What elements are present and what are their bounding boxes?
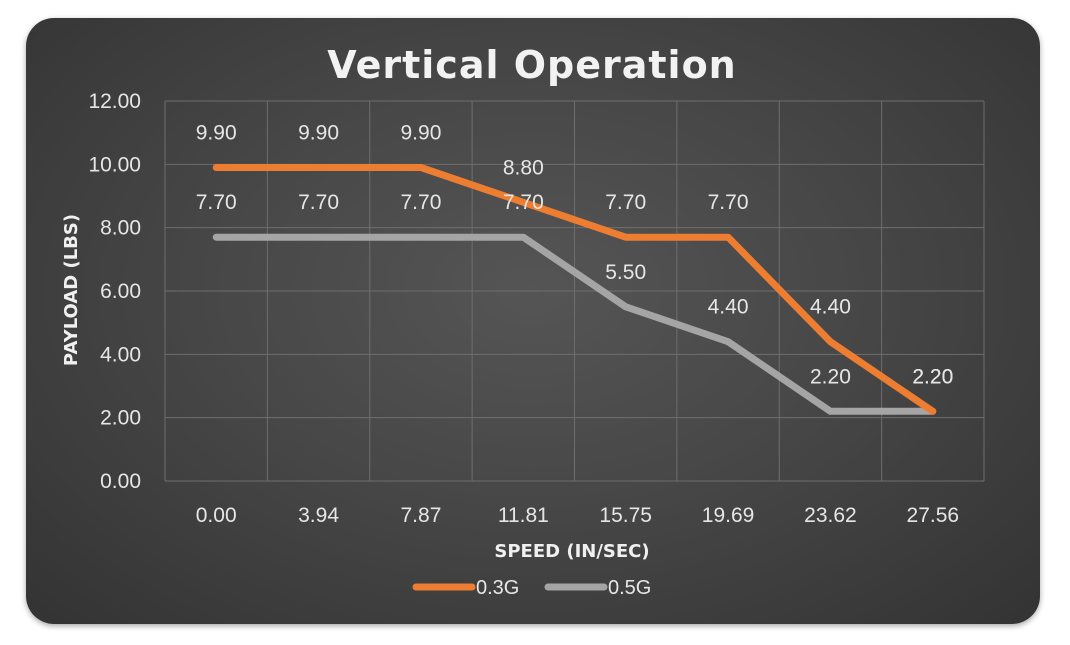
data-label: 9.90 <box>196 122 237 145</box>
x-tick-label: 27.56 <box>907 504 960 527</box>
data-label: 5.50 <box>605 261 646 284</box>
x-tick-label: 11.81 <box>498 504 549 527</box>
y-tick-label: 6.00 <box>100 280 141 303</box>
y-axis-title: PAYLOAD (LBS) <box>61 214 82 366</box>
data-label: 9.90 <box>401 122 442 145</box>
x-tick-label: 7.87 <box>401 504 442 527</box>
legend-label: 0.3G <box>476 577 519 599</box>
x-tick-label: 19.69 <box>702 504 755 527</box>
data-label: 7.70 <box>401 191 442 214</box>
data-label: 2.20 <box>810 365 851 388</box>
y-tick-label: 0.00 <box>100 470 141 493</box>
x-tick-label: 3.94 <box>298 504 339 527</box>
x-axis-ticks: 0.00 3.94 7.87 11.81 15.75 19.69 23.62 27.56 <box>196 504 959 527</box>
series-lines <box>212 164 937 415</box>
x-tick-label: 15.75 <box>599 504 652 527</box>
data-label: 7.70 <box>503 191 544 214</box>
legend: 0.3G 0.5G <box>412 577 651 599</box>
data-label: 4.40 <box>810 296 851 319</box>
y-tick-label: 10.00 <box>88 153 141 176</box>
y-tick-label: 2.00 <box>100 407 141 430</box>
data-label: 2.20 <box>912 365 953 388</box>
series-line-0.3G <box>212 164 937 415</box>
data-label: 7.70 <box>708 191 749 214</box>
y-tick-label: 8.00 <box>100 217 141 240</box>
data-label: 7.70 <box>298 191 339 214</box>
data-label: 4.40 <box>708 296 749 319</box>
gridlines <box>164 100 985 482</box>
x-axis-title: SPEED (IN/SEC) <box>494 541 649 562</box>
chart-title: Vertical Operation <box>327 43 736 87</box>
x-tick-label: 0.00 <box>196 504 237 527</box>
data-label: 8.80 <box>503 156 544 179</box>
chart-card <box>26 18 1040 624</box>
x-tick-label: 23.62 <box>804 504 857 527</box>
y-axis-ticks: 0.00 2.00 4.00 6.00 8.00 10.00 12.00 <box>88 90 141 493</box>
data-labels: 9.90 9.90 9.90 8.80 7.70 7.70 4.40 2.20 7.70 7.70… <box>196 122 954 389</box>
data-label: 7.70 <box>605 191 646 214</box>
y-tick-label: 12.00 <box>88 90 141 113</box>
series-line-0.5G <box>212 233 937 415</box>
data-label: 9.90 <box>298 122 339 145</box>
data-label: 2.20 <box>912 365 953 388</box>
y-tick-label: 4.00 <box>100 343 141 366</box>
data-label: 7.70 <box>196 191 237 214</box>
legend-label: 0.5G <box>608 577 651 599</box>
